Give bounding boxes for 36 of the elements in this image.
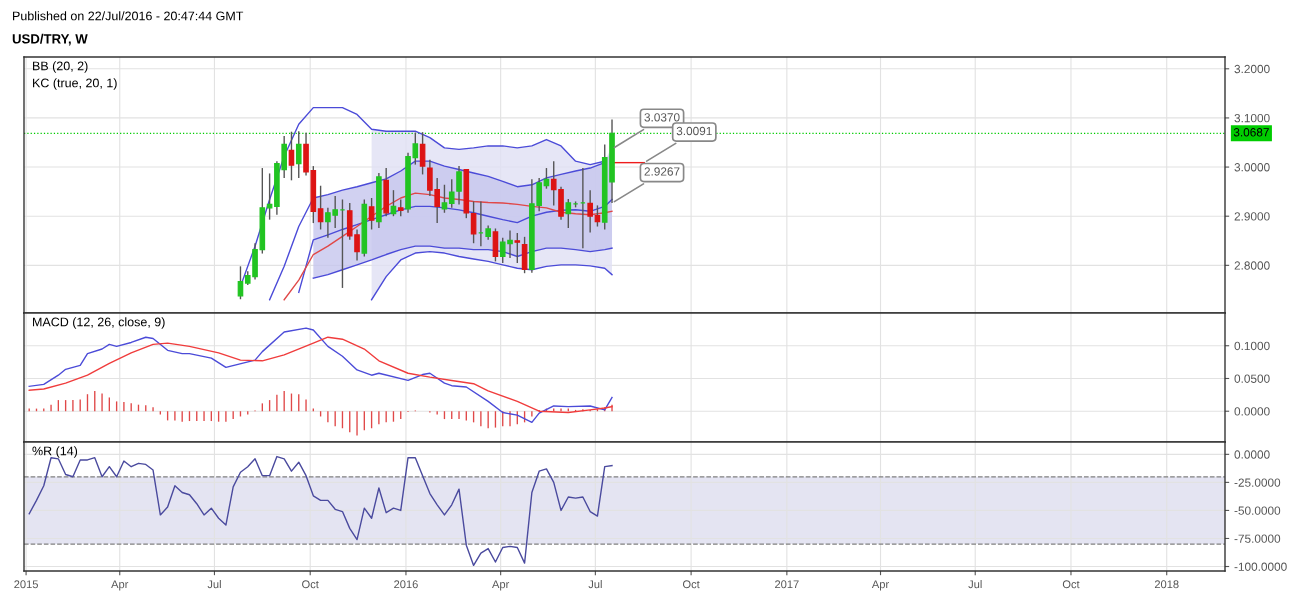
x-tick-label: Apr [492,580,510,591]
chart-title: USD/TRY, W [12,33,88,46]
annotation: 3.0370 [644,113,680,122]
y-tick-label: 2.8000 [1234,261,1270,270]
x-tick-label: Apr [111,580,129,591]
y-tick-label: -50.0000 [1234,506,1281,515]
y-tick-label: 0.1000 [1234,341,1270,351]
y-tick-label: 2.9000 [1234,212,1270,221]
y-tick-label: 3.1000 [1234,113,1270,123]
chart-subtitle: Published on 22/Jul/2016 - 20:47:44 GMT [13,11,244,21]
annotation: MACD (12, 26, close, 9) [33,317,165,329]
x-tick-label: Oct [302,580,319,589]
y-tick-label: 0.0500 [1234,374,1270,383]
x-tick-label: Jul [968,580,982,589]
x-tick-label: 2017 [775,580,799,589]
annotation: %R (14) [32,446,78,458]
x-tick-label: Jul [207,580,221,589]
y-tick-label: 3.2000 [1234,64,1270,74]
x-tick-label: Apr [871,580,889,591]
y-tick-label: 0.0000 [1234,450,1270,459]
annotation: BB (20, 2) [33,61,88,73]
annotation: 3.0091 [676,126,712,136]
ref-line-label: 3.0687 [1233,128,1269,137]
y-tick-label: 3.0000 [1234,163,1270,172]
annotation: KC (true, 20, 1) [33,78,117,90]
y-tick-label: -75.0000 [1234,534,1281,543]
y-tick-label: -100.0000 [1234,562,1287,571]
x-tick-label: 2016 [394,580,418,589]
y-tick-label: 0.0000 [1234,407,1270,416]
x-tick-label: Oct [682,580,700,589]
x-tick-label: Jul [588,580,602,589]
x-tick-label: 2015 [14,580,38,589]
annotation: 2.9267 [644,167,680,176]
x-tick-label: 2018 [1154,580,1179,589]
y-tick-label: -25.0000 [1234,478,1281,487]
x-tick-label: Oct [1062,580,1080,589]
